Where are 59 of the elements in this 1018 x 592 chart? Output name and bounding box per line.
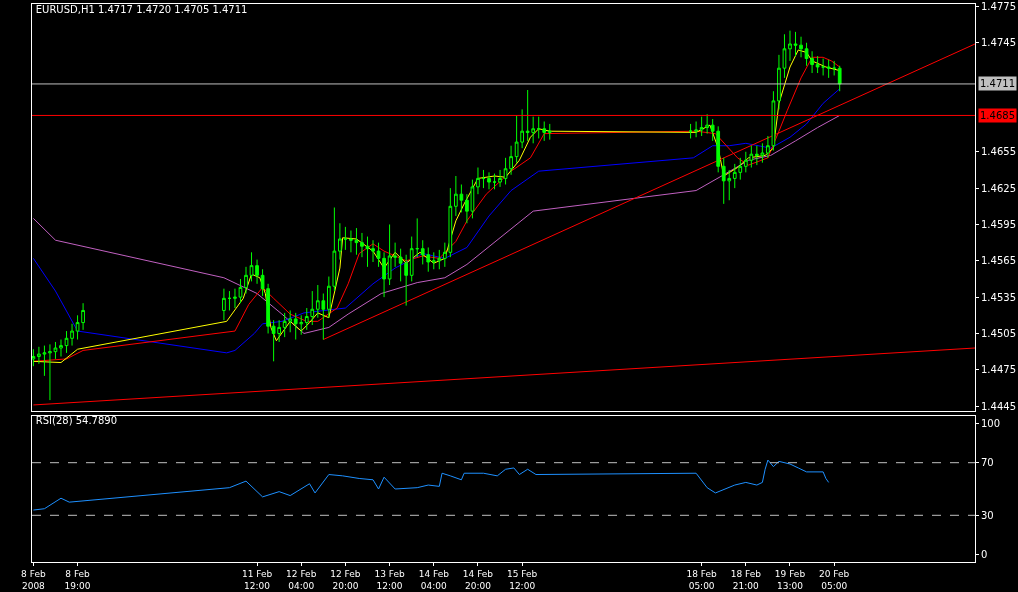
x-tick-label: 18 Feb 05:00 bbox=[686, 568, 718, 591]
candlestick bbox=[244, 266, 248, 294]
candlestick bbox=[498, 169, 502, 188]
candlestick bbox=[688, 123, 693, 139]
ref-line-label: 1.4711 bbox=[980, 78, 1015, 89]
y-tick-label: 1.4535 bbox=[981, 291, 1016, 303]
candlestick bbox=[343, 226, 348, 251]
x-tick-label: 15 Feb 12:00 bbox=[507, 568, 538, 591]
candlestick bbox=[837, 65, 842, 92]
y-tick-label: 1.4655 bbox=[981, 146, 1016, 158]
y-tick-label: 100 bbox=[981, 417, 1001, 429]
candlestick bbox=[59, 339, 63, 357]
x-tick-label: 8 Feb 2008 bbox=[21, 568, 46, 591]
x-tick-label: 12 Feb 20:00 bbox=[330, 568, 361, 591]
candlestick bbox=[32, 348, 36, 367]
candlestick bbox=[415, 217, 420, 258]
y-tick-label: 1.4505 bbox=[981, 327, 1016, 339]
x-tick-label: 11 Feb 12:00 bbox=[241, 568, 273, 591]
candlestick bbox=[547, 123, 552, 141]
candlestick bbox=[542, 121, 547, 142]
candlestick bbox=[481, 169, 486, 189]
line-series bbox=[32, 114, 841, 334]
candlestick bbox=[360, 232, 364, 258]
candlestick bbox=[338, 222, 342, 261]
y-tick-label: 1.4745 bbox=[981, 37, 1016, 49]
candlestick bbox=[409, 236, 414, 282]
chart-title: RSI(28) 54.7890 bbox=[35, 414, 118, 426]
x-tick-label: 8 Feb 19:00 bbox=[64, 568, 91, 591]
y-tick-label: 1.4475 bbox=[981, 364, 1016, 376]
candlestick bbox=[536, 116, 541, 139]
x-tick-label: 19 Feb 13:00 bbox=[774, 568, 806, 591]
candlestick bbox=[222, 288, 226, 321]
line-series bbox=[32, 459, 830, 511]
candlestick bbox=[832, 60, 837, 76]
candlestick bbox=[487, 171, 491, 190]
candlestick bbox=[815, 55, 820, 74]
y-tick-label: 1.4595 bbox=[981, 218, 1016, 230]
x-tick-label: 14 Feb 20:00 bbox=[462, 568, 494, 591]
x-tick-label: 20 Feb 05:00 bbox=[819, 568, 850, 591]
candlestick bbox=[826, 59, 831, 79]
y-tick-label: 1.4625 bbox=[981, 182, 1016, 194]
candlestick bbox=[821, 58, 825, 76]
candlestick bbox=[788, 30, 792, 62]
chart-title: EURUSD,H1 1.4717 1.4720 1.4705 1.4711 bbox=[35, 4, 248, 16]
y-tick-label: 1.4565 bbox=[981, 255, 1016, 267]
candlestick bbox=[227, 290, 232, 311]
y-tick-label: 1.4445 bbox=[981, 400, 1016, 412]
candlestick bbox=[476, 167, 480, 195]
x-tick-label: 13 Feb 12:00 bbox=[374, 568, 405, 591]
candlestick bbox=[492, 173, 497, 190]
ref-line-label: 1.4685 bbox=[980, 110, 1015, 121]
x-tick-label: 18 Feb 21:00 bbox=[730, 568, 762, 591]
x-tick-label: 14 Feb 04:00 bbox=[418, 568, 450, 591]
y-tick-label: 1.4775 bbox=[981, 0, 1016, 12]
y-tick-label: 70 bbox=[981, 457, 994, 469]
y-tick-label: 30 bbox=[981, 509, 994, 521]
y-tick-label: 0 bbox=[981, 549, 988, 561]
x-tick-label: 12 Feb 04:00 bbox=[286, 568, 317, 591]
candlestick bbox=[694, 121, 698, 138]
